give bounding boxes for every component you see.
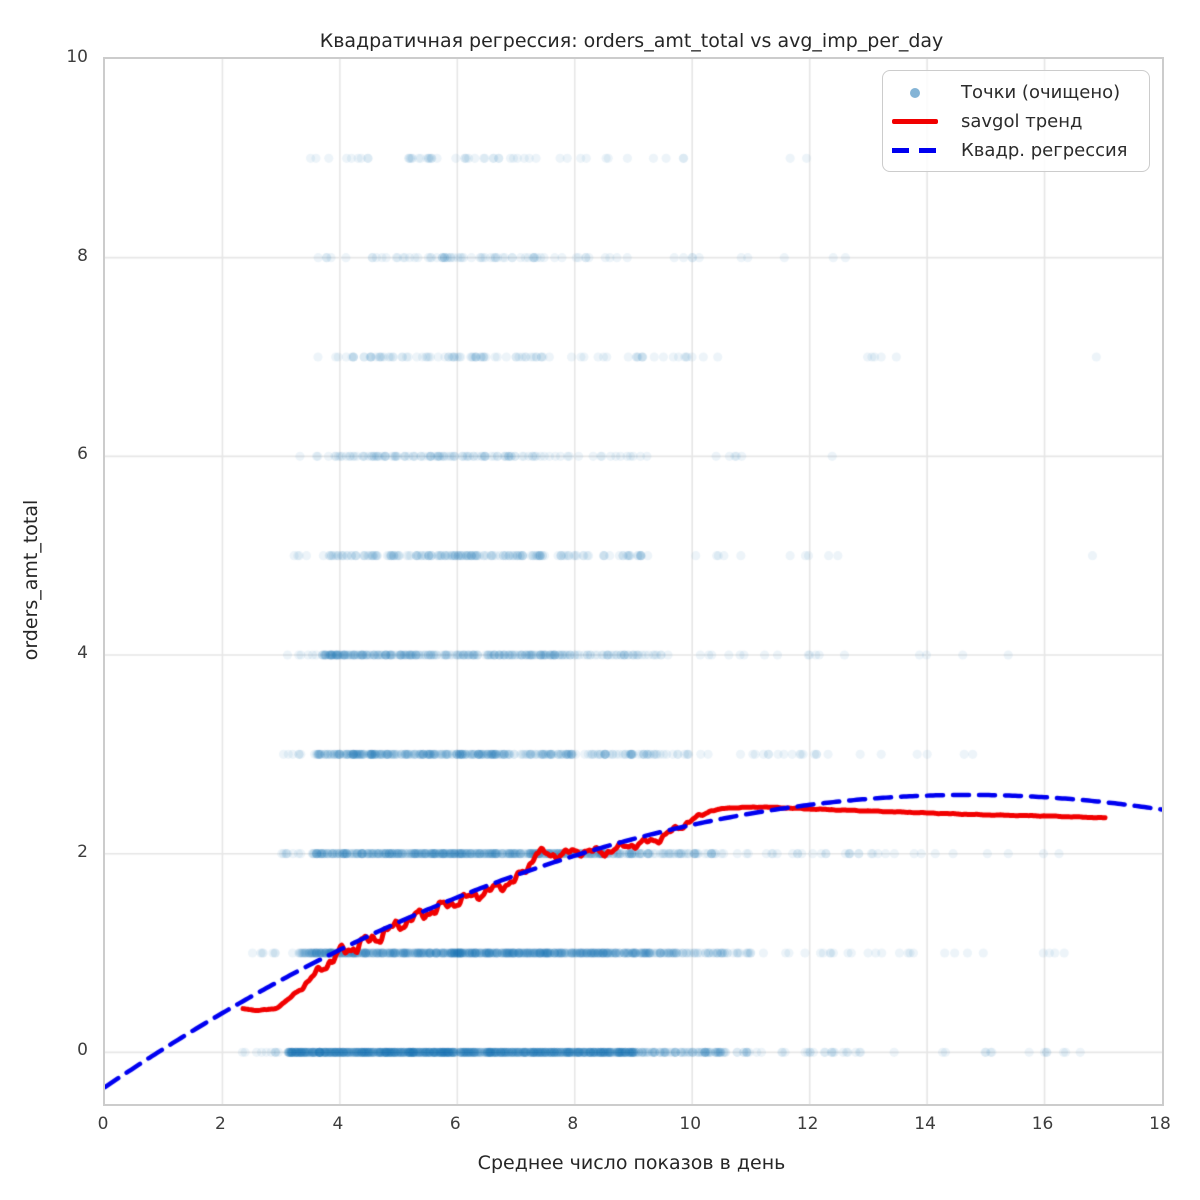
dashed-line-icon: [891, 148, 939, 153]
legend-entry-quad: Квадр. регрессия: [891, 136, 1139, 165]
x-tick-label: 4: [332, 1114, 344, 1134]
y-tick-label: 10: [66, 47, 88, 67]
legend-label-points: Точки (очищено): [961, 82, 1121, 103]
y-axis-label: orders_amt_total: [20, 499, 42, 661]
y-tick-label: 4: [77, 643, 88, 663]
trend-line-icon: [891, 119, 939, 124]
legend-label-quad: Квадр. регрессия: [961, 140, 1128, 161]
x-tick-label: 8: [567, 1114, 579, 1134]
legend-label-savgol: savgol тренд: [961, 111, 1083, 132]
x-tick-label: 2: [215, 1114, 226, 1134]
x-tick-label: 14: [914, 1114, 936, 1134]
y-tick-label: 2: [77, 841, 88, 862]
chart-title: Квадратичная регрессия: orders_amt_total…: [319, 30, 944, 52]
legend: Точки (очищено) savgol тренд Квадр. регр…: [882, 70, 1150, 172]
x-axis-label: Среднее число показов в день: [477, 1152, 786, 1174]
y-tick-label: 8: [77, 245, 88, 266]
x-tick-label: 10: [679, 1114, 702, 1134]
x-tick-label: 0: [97, 1114, 109, 1134]
x-tick-label: 6: [449, 1114, 461, 1134]
legend-entry-savgol: savgol тренд: [891, 107, 1139, 136]
x-tick-label: 16: [1031, 1114, 1054, 1134]
legend-entry-points: Точки (очищено): [891, 78, 1139, 107]
plot-area: [103, 57, 1164, 1106]
scatter-marker-icon: [891, 87, 939, 98]
x-tick-label: 18: [1149, 1114, 1171, 1134]
x-tick-label: 12: [796, 1114, 819, 1134]
y-tick-label: 6: [77, 444, 88, 465]
plot-canvas: [105, 59, 1162, 1104]
y-tick-label: 0: [77, 1040, 88, 1061]
